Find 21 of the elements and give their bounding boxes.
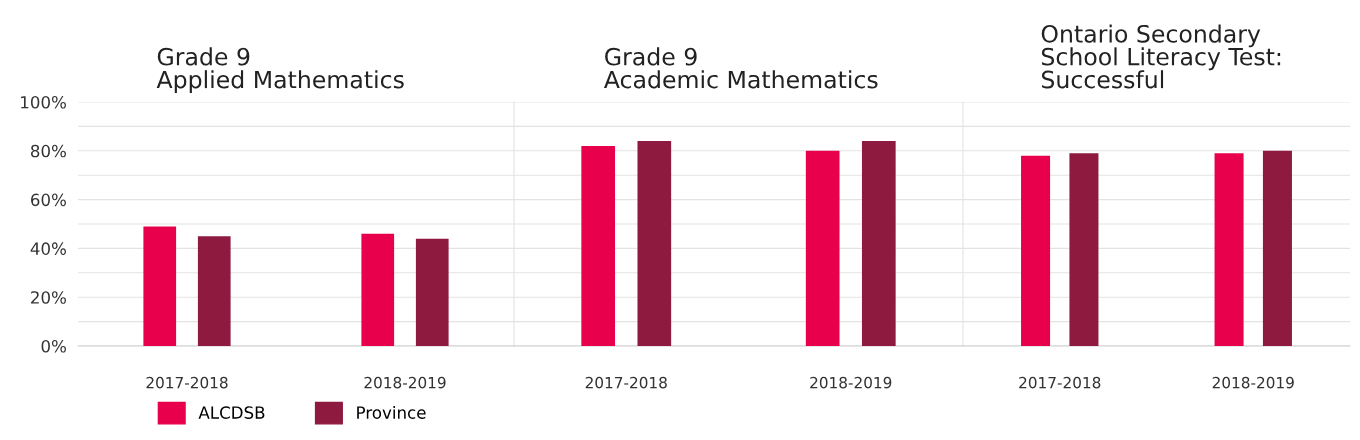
y-tick-label: 100% <box>21 95 66 109</box>
y-tick-label: 20% <box>31 291 66 304</box>
chart-title: Ontario Secondary School Literacy Test: Successful <box>1041 24 1281 89</box>
y-tick-label: 0% <box>41 339 66 353</box>
y-tick-label: 40% <box>30 242 66 255</box>
y-tick-label: 80% <box>30 144 66 158</box>
x-tick-label: 2017-2018 <box>585 376 667 389</box>
x-tick-label: 2017-2018 <box>1019 376 1101 389</box>
legend-label: ALCDSB <box>198 406 265 419</box>
chart-title: Grade 9 Academic Mathematics <box>603 47 878 89</box>
chart-title: Grade 9 Applied Mathematics <box>156 47 404 94</box>
legend-label: Province <box>357 405 426 419</box>
bar <box>415 238 449 346</box>
y-tick-label: 60% <box>31 193 66 207</box>
x-tick-label: 2018-2019 <box>810 376 892 389</box>
bar <box>143 226 177 346</box>
x-tick-label: 2018-2019 <box>1212 376 1294 389</box>
bar <box>197 236 231 346</box>
x-tick-label: 2018-2019 <box>364 376 446 389</box>
bar <box>361 233 395 346</box>
x-tick-label: 2017-2018 <box>146 376 228 389</box>
